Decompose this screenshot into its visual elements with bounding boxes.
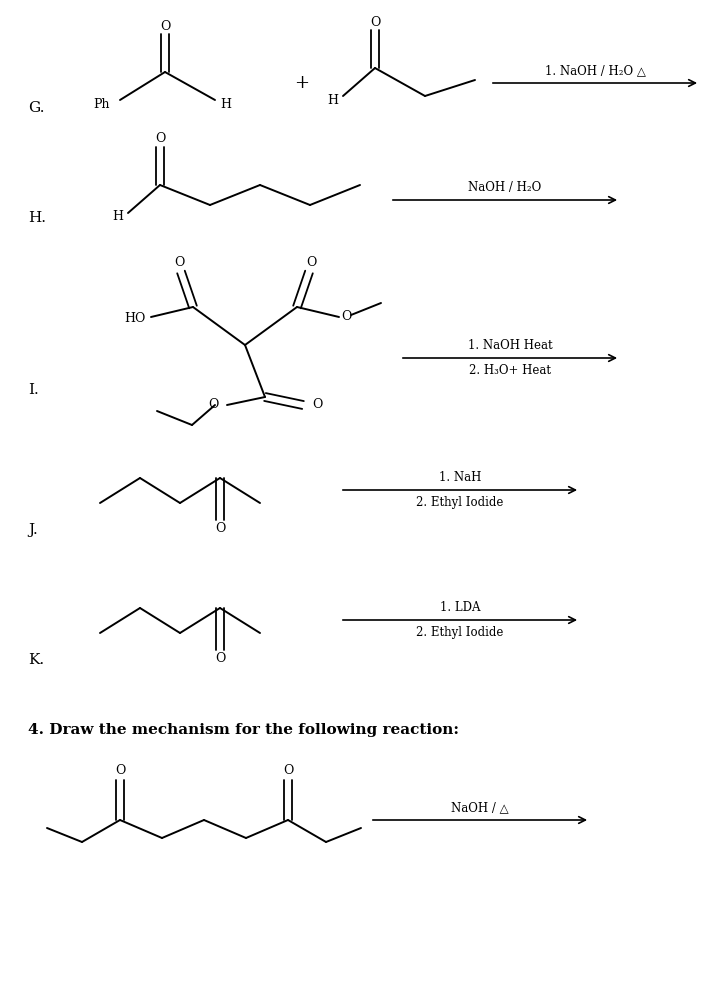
Text: O: O [282,765,293,777]
Text: O: O [209,399,219,411]
Text: O: O [312,399,323,411]
Text: O: O [115,765,125,777]
Text: 1. NaOH Heat: 1. NaOH Heat [467,339,553,352]
Text: NaOH / △: NaOH / △ [451,801,509,814]
Text: 2. Ethyl Iodide: 2. Ethyl Iodide [416,626,504,639]
Text: 2. H₃O+ Heat: 2. H₃O+ Heat [469,364,551,377]
Text: HO: HO [124,313,146,326]
Text: G.: G. [28,101,44,115]
Text: 1. NaOH / H₂O △: 1. NaOH / H₂O △ [545,64,646,77]
Text: O: O [370,16,380,29]
Text: I.: I. [28,383,39,397]
Text: H: H [327,93,338,106]
Text: H: H [220,97,231,110]
Text: Ph: Ph [93,97,110,110]
Text: O: O [155,133,165,146]
Text: H.: H. [28,211,46,225]
Text: +: + [295,74,309,92]
Text: O: O [160,20,170,32]
Text: NaOH / H₂O: NaOH / H₂O [468,181,542,194]
Text: 1. NaH: 1. NaH [439,471,481,484]
Text: 1. LDA: 1. LDA [440,601,480,614]
Text: O: O [306,257,316,270]
Text: O: O [174,257,184,270]
Text: 4. Draw the mechanism for the following reaction:: 4. Draw the mechanism for the following … [28,723,459,737]
Text: J.: J. [28,523,38,537]
Text: 2. Ethyl Iodide: 2. Ethyl Iodide [416,496,504,509]
Text: K.: K. [28,653,44,667]
Text: O: O [341,311,352,324]
Text: O: O [215,652,225,665]
Text: H: H [112,211,123,223]
Text: O: O [215,523,225,535]
